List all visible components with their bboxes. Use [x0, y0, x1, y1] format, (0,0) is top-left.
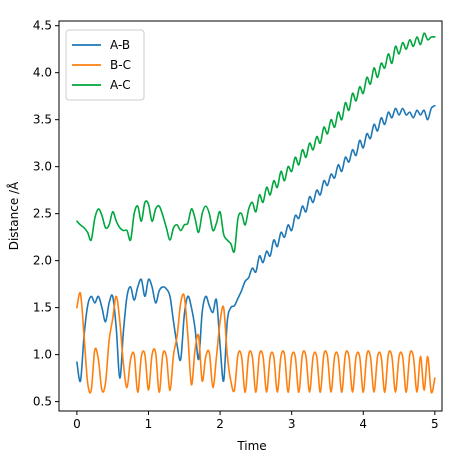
y-tick-label: 3.5 [33, 113, 52, 127]
x-tick-label: 1 [145, 417, 153, 431]
y-tick-label: 4.5 [33, 19, 52, 33]
series-line-a-c [76, 32, 436, 254]
y-tick-label: 2.0 [33, 254, 52, 268]
y-tick-label: 0.5 [33, 395, 52, 409]
y-tick-label: 3.0 [33, 160, 52, 174]
x-tick-label: 4 [359, 417, 367, 431]
series-line-b-c [76, 291, 436, 394]
x-axis-ticks: 0 1 2 3 4 5 [73, 411, 439, 431]
legend-label-b-c: B-C [110, 58, 131, 72]
y-axis-ticks: 0.5 1.0 1.5 2.0 2.5 3.0 3.5 4.0 4.5 [33, 19, 59, 409]
x-tick-label: 5 [431, 417, 439, 431]
legend-label-a-c: A-C [110, 78, 131, 92]
plot-area [76, 32, 436, 394]
y-axis-title: Distance /Å [6, 181, 21, 250]
x-tick-label: 2 [216, 417, 224, 431]
series-line-a-b [76, 104, 436, 383]
y-tick-label: 1.5 [33, 301, 52, 315]
y-tick-label: 4.0 [33, 66, 52, 80]
y-tick-label: 1.0 [33, 348, 52, 362]
y-tick-label: 2.5 [33, 207, 52, 221]
legend-label-a-b: A-B [110, 38, 130, 52]
legend-box [65, 29, 145, 101]
axes-frame [58, 20, 443, 412]
x-axis-title: Time [236, 439, 266, 453]
legend: A-B B-C A-C [65, 29, 145, 101]
x-tick-label: 3 [288, 417, 296, 431]
x-tick-label: 0 [73, 417, 81, 431]
